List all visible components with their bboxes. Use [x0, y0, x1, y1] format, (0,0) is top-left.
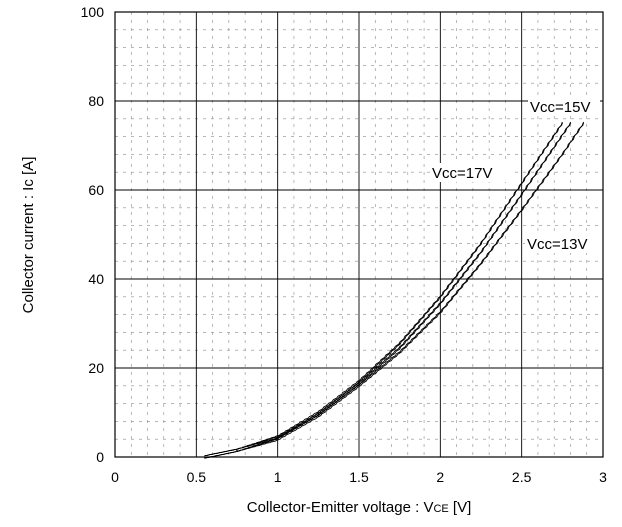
series-line-lower — [204, 124, 563, 459]
series-point — [236, 449, 238, 451]
y-tick-label: 100 — [81, 4, 105, 20]
x-tick-label: 3 — [599, 469, 607, 485]
series-vcc-1 — [203, 121, 572, 459]
x-tick-label: 1.5 — [349, 469, 369, 485]
x-tick-label: 1 — [274, 469, 282, 485]
series-point — [358, 380, 360, 382]
y-tick-label: 0 — [96, 449, 104, 465]
series-point — [399, 342, 401, 345]
x-axis-label-subscript: CE — [433, 503, 448, 515]
series-point — [439, 311, 441, 313]
series-point — [582, 122, 585, 124]
annotation-vcc13: Vcc=13V — [525, 234, 601, 253]
series-point — [399, 347, 401, 349]
x-tick-labels: 0 0.5 1 1.5 2 2.5 3 — [111, 469, 607, 485]
series-point — [277, 438, 279, 440]
series-point — [439, 296, 441, 298]
svg-text:Vcc=17V: Vcc=17V — [432, 165, 492, 182]
x-tick-label: 0.5 — [187, 469, 207, 485]
y-axis-label: Collector current : Ic [A] — [20, 157, 37, 314]
y-tick-label: 80 — [88, 93, 104, 109]
series-line-lower — [204, 124, 571, 459]
series-point — [521, 193, 523, 196]
x-tick-label: 0 — [111, 469, 119, 485]
svg-text:Vcc=13V: Vcc=13V — [527, 236, 587, 253]
series-vcc-2 — [203, 121, 585, 459]
series-point — [358, 382, 360, 385]
annotation-vcc17: Vcc=17V — [430, 163, 514, 182]
series-point — [480, 251, 482, 253]
y-tick-label: 20 — [88, 360, 104, 376]
series-point — [561, 153, 563, 155]
series-line-lower — [204, 124, 584, 459]
series-point — [521, 182, 523, 184]
x-axis-label: Collector-Emitter voltage : VCE [V] — [247, 499, 472, 516]
series-layer — [203, 121, 585, 459]
series-point — [569, 122, 572, 124]
series-point — [480, 242, 482, 244]
series-point — [561, 122, 563, 124]
y-tick-label: 40 — [88, 271, 104, 287]
series-point — [480, 262, 482, 265]
plot-frame — [114, 11, 604, 458]
y-tick-label: 60 — [88, 182, 104, 198]
series-point — [317, 415, 319, 417]
series-point — [358, 385, 360, 387]
x-tick-label: 2 — [436, 469, 444, 485]
svg-text:Vcc=15V: Vcc=15V — [530, 99, 590, 116]
series-point — [439, 302, 441, 305]
series-point — [317, 413, 319, 415]
series-point — [521, 209, 523, 211]
x-tick-label: 2.5 — [512, 469, 532, 485]
y-tick-labels: 0 20 40 60 80 100 — [81, 4, 105, 465]
annotation-vcc15: Vcc=15V — [528, 97, 600, 116]
series-point — [399, 351, 401, 354]
